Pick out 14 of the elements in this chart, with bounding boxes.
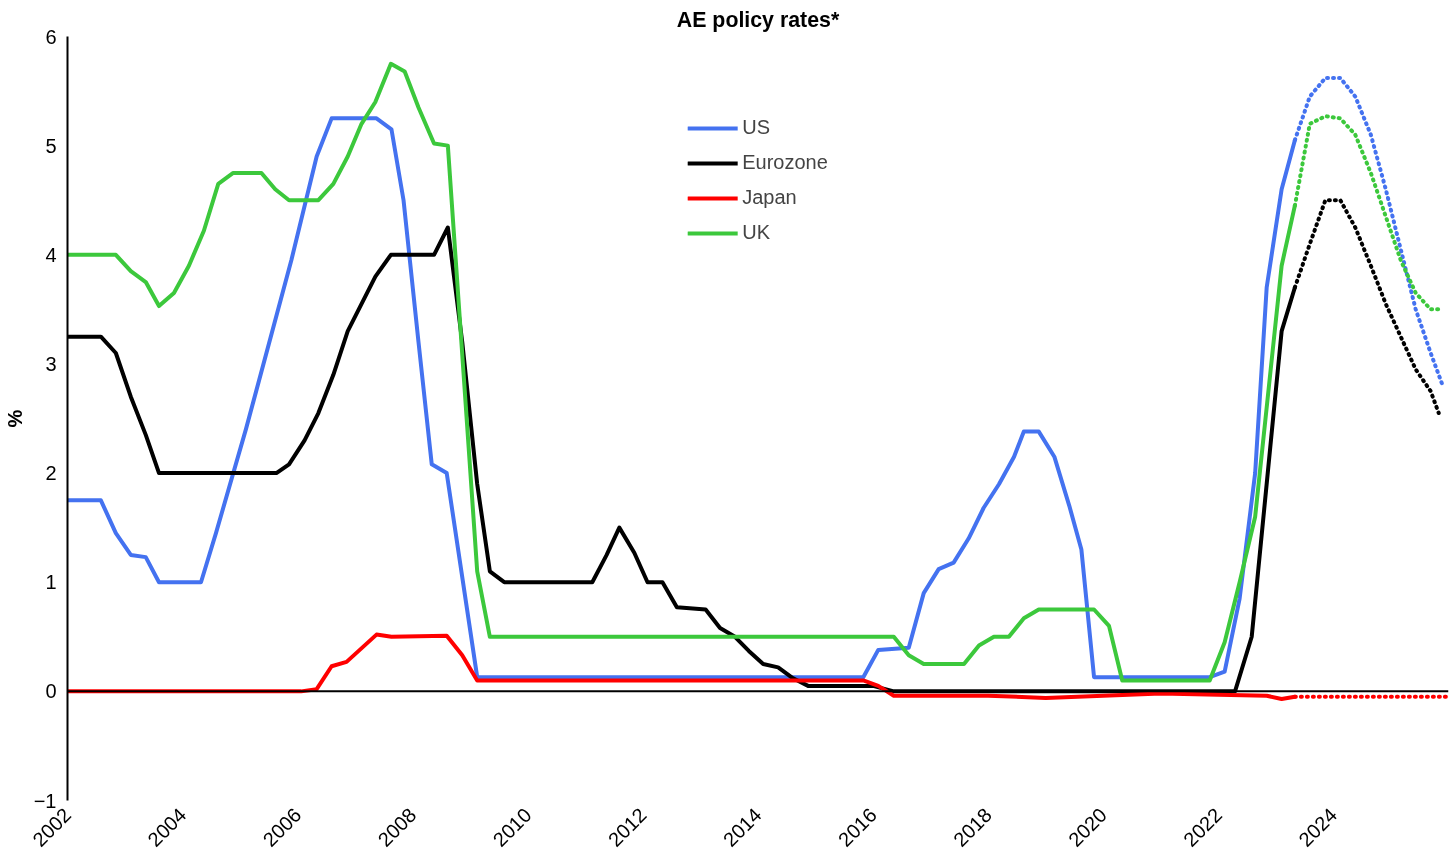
legend-label: Eurozone xyxy=(742,151,828,174)
legend-label: UK xyxy=(742,221,770,244)
legend-label: US xyxy=(742,116,770,139)
y-tick-label: 2 xyxy=(45,462,57,485)
y-axis-title: % xyxy=(3,409,26,428)
legend-label: Japan xyxy=(742,186,797,209)
y-tick-label: −1 xyxy=(33,789,57,812)
y-tick-label: 0 xyxy=(45,680,57,703)
y-tick-label: 6 xyxy=(45,25,57,48)
y-tick-label: 1 xyxy=(45,571,57,594)
y-tick-label: 3 xyxy=(45,352,57,375)
y-tick-label: 4 xyxy=(45,243,57,266)
y-tick-label: 5 xyxy=(45,134,57,157)
chart-title: AE policy rates* xyxy=(676,7,840,32)
